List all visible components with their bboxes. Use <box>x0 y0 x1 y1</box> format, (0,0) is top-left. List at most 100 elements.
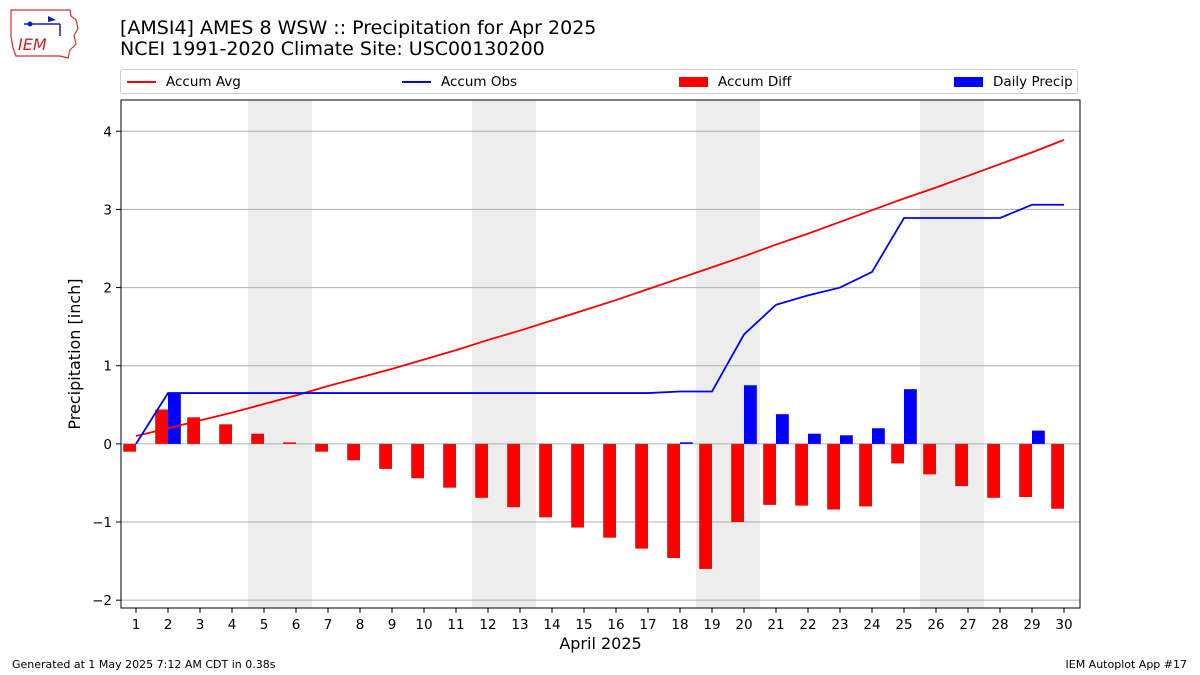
diff-bar-29 <box>1019 443 1032 498</box>
daily-bar-25 <box>904 389 917 444</box>
x-axis-label: April 2025 <box>559 634 641 653</box>
diff-bar-11 <box>443 443 456 488</box>
app-label: IEM Autoplot App #17 <box>1065 658 1188 671</box>
diff-bar-26 <box>923 443 936 475</box>
x-tick-label-20: 20 <box>735 617 752 633</box>
diff-bar-3 <box>187 417 200 444</box>
daily-bar-2 <box>168 393 181 444</box>
x-tick-label-23: 23 <box>831 617 848 633</box>
y-tick-label-2: 2 <box>103 281 112 297</box>
chart-title: [AMSI4] AMES 8 WSW :: Precipitation for … <box>120 18 596 60</box>
diff-bar-25 <box>891 443 904 464</box>
diff-bar-1 <box>123 443 136 452</box>
diff-bar-6 <box>283 442 296 444</box>
x-tick-label-19: 19 <box>703 617 720 633</box>
weekend-band-5 <box>248 100 280 608</box>
diff-bar-19 <box>699 443 712 569</box>
diff-bar-22 <box>795 443 808 506</box>
x-tick-label-18: 18 <box>671 617 688 633</box>
daily-bar-21 <box>776 414 789 444</box>
diff-bar-30 <box>1051 443 1064 509</box>
diff-bar-14 <box>539 443 552 518</box>
legend-item-accum-obs: Accum Obs <box>402 73 517 91</box>
legend-item-daily-precip: Daily Precip <box>954 73 1073 91</box>
generated-timestamp: Generated at 1 May 2025 7:12 AM CDT in 0… <box>12 658 276 671</box>
weekend-band-27 <box>952 100 984 608</box>
legend-label-accum-diff: Accum Diff <box>718 74 792 90</box>
diff-bar-5 <box>251 433 264 444</box>
diff-bar-16 <box>603 443 616 538</box>
legend-swatch-accum-avg <box>127 81 156 83</box>
diff-bar-20 <box>731 443 744 523</box>
x-tick-label-26: 26 <box>927 617 944 633</box>
daily-bar-20 <box>744 385 757 444</box>
diff-bar-17 <box>635 443 648 549</box>
iem-logo: IEM <box>8 6 80 60</box>
weekend-band-12 <box>472 100 504 608</box>
diff-bar-8 <box>347 443 360 461</box>
legend-item-accum-avg: Accum Avg <box>127 73 241 91</box>
x-tick-label-11: 11 <box>447 617 464 633</box>
daily-bar-18 <box>680 442 693 444</box>
lines <box>135 139 1065 445</box>
diff-bar-2 <box>155 409 168 444</box>
legend-item-accum-diff: Accum Diff <box>679 73 791 91</box>
x-tick-label-6: 6 <box>292 617 301 633</box>
plot-frame <box>120 99 1081 609</box>
y-tick-label-3: 3 <box>103 202 112 218</box>
weekend-band-13 <box>504 100 536 608</box>
legend-swatch-daily-precip <box>954 77 983 87</box>
legend-label-accum-obs: Accum Obs <box>441 74 518 90</box>
y-tick-label-1: 1 <box>103 359 112 375</box>
x-tick-label-7: 7 <box>324 617 333 633</box>
daily-bar-22 <box>808 433 821 444</box>
x-tick-label-2: 2 <box>164 617 173 633</box>
diff-bar-27 <box>955 443 968 487</box>
y-gridlines <box>121 130 1080 601</box>
diff-bar-18 <box>667 443 680 558</box>
diff-bar-9 <box>379 443 392 469</box>
x-tick-label-1: 1 <box>132 617 141 633</box>
x-tick-label-27: 27 <box>959 617 976 633</box>
legend: Accum Avg Accum Obs Accum Diff Daily Pre… <box>120 69 1078 94</box>
diff-bar-28 <box>987 443 1000 498</box>
diff-bar-21 <box>763 443 776 505</box>
x-tick-label-12: 12 <box>479 617 496 633</box>
y-tick-label--2: −2 <box>92 593 112 609</box>
x-tick-label-22: 22 <box>799 617 816 633</box>
y-tick-label-4: 4 <box>103 124 112 140</box>
title-line-1: [AMSI4] AMES 8 WSW :: Precipitation for … <box>120 17 597 39</box>
accum-obs-line <box>135 203 1064 445</box>
x-tick-label-5: 5 <box>260 617 269 633</box>
legend-swatch-accum-diff <box>679 77 708 87</box>
x-tick-label-30: 30 <box>1055 617 1072 633</box>
x-tick-label-10: 10 <box>415 617 432 633</box>
x-tick-label-17: 17 <box>639 617 656 633</box>
x-tick-label-14: 14 <box>543 617 560 633</box>
diff-bar-4 <box>219 424 232 444</box>
weekend-band-26 <box>920 100 952 608</box>
daily-bar-23 <box>840 435 853 444</box>
diff-bar-23 <box>827 443 840 510</box>
y-axis-label: Precipitation [inch] <box>65 278 84 429</box>
x-tick-label-8: 8 <box>356 617 365 633</box>
x-tick-label-15: 15 <box>575 617 592 633</box>
x-tick-label-29: 29 <box>1023 617 1040 633</box>
y-tick-label--1: −1 <box>92 515 112 531</box>
x-tick-label-4: 4 <box>228 617 237 633</box>
x-tick-label-16: 16 <box>607 617 624 633</box>
legend-label-accum-avg: Accum Avg <box>166 74 241 90</box>
daily-bar-24 <box>872 428 885 444</box>
title-line-2: NCEI 1991-2020 Climate Site: USC00130200 <box>120 38 545 60</box>
accum-avg-line <box>135 139 1065 437</box>
legend-swatch-accum-obs <box>402 81 431 83</box>
diff-bar-10 <box>411 443 424 479</box>
daily-bar-29 <box>1032 430 1045 444</box>
x-tick-label-13: 13 <box>511 617 528 633</box>
logo-text: IEM <box>18 35 47 54</box>
diff-bar-13 <box>507 443 520 508</box>
x-tick-label-28: 28 <box>991 617 1008 633</box>
x-tick-label-3: 3 <box>196 617 205 633</box>
